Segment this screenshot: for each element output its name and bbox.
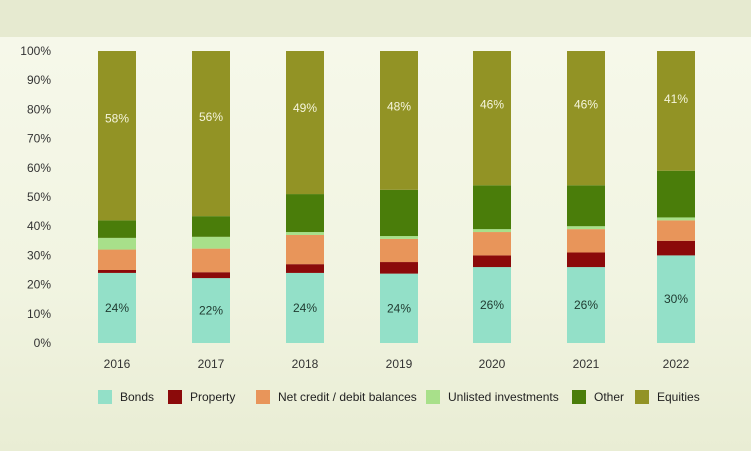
x-tick-label: 2019 xyxy=(386,357,413,371)
bar-segment-unlisted-investments-2022 xyxy=(657,217,695,221)
legend-label-equities: Equities xyxy=(657,390,700,404)
y-tick-label: 70% xyxy=(27,132,51,146)
legend-swatch-bonds xyxy=(98,390,112,404)
data-label-equities-2020: 46% xyxy=(480,98,504,112)
x-tick-label: 2016 xyxy=(104,357,131,371)
x-tick-label: 2017 xyxy=(198,357,225,371)
bar-segment-unlisted-investments-2019 xyxy=(380,236,418,239)
bar-segment-property-2016 xyxy=(98,270,136,273)
bar-segment-equities-2020 xyxy=(473,51,511,186)
bar-segment-unlisted-investments-2016 xyxy=(98,237,136,250)
y-tick-label: 30% xyxy=(27,248,51,262)
x-tick-label: 2021 xyxy=(573,357,600,371)
data-labels: 24% 58% 22% 56% 24% 49% 24% 48% 26% 46% 26% 46% 30% 4… xyxy=(105,92,688,318)
bar-segment-net-credit-debit-balances-2016 xyxy=(98,249,136,270)
bar-segment-property-2019 xyxy=(380,262,418,274)
bar-segment-property-2018 xyxy=(286,264,324,273)
bar-segment-net-credit-debit-balances-2017 xyxy=(192,248,230,273)
y-tick-label: 40% xyxy=(27,219,51,233)
data-label-bonds-2022: 30% xyxy=(664,292,688,306)
bar-segment-other-2022 xyxy=(657,170,695,218)
bar-segment-bonds-2016 xyxy=(98,272,136,343)
bar-segment-net-credit-debit-balances-2020 xyxy=(473,232,511,256)
data-label-equities-2019: 48% xyxy=(387,100,411,114)
bar-segment-equities-2016 xyxy=(98,51,136,221)
legend-swatch-net-credit-debit-balances xyxy=(256,390,270,404)
x-axis: 2016 2017 2018 2019 2020 2021 2022 xyxy=(104,357,690,371)
bar-segment-property-2020 xyxy=(473,255,511,268)
bar-segment-bonds-2019 xyxy=(380,273,418,343)
legend-swatch-other xyxy=(572,390,586,404)
bars xyxy=(98,51,695,343)
bar-segment-unlisted-investments-2021 xyxy=(567,226,605,230)
bar-segment-property-2017 xyxy=(192,272,230,279)
legend-label-net-credit-debit-balances: Net credit / debit balances xyxy=(278,390,417,404)
bar-segment-property-2022 xyxy=(657,240,695,256)
bar-segment-bonds-2018 xyxy=(286,272,324,343)
bar-segment-bonds-2020 xyxy=(473,267,511,343)
bar-segment-other-2016 xyxy=(98,220,136,238)
bar-segment-property-2021 xyxy=(567,252,605,268)
legend-swatch-unlisted-investments xyxy=(426,390,440,404)
data-label-equities-2018: 49% xyxy=(293,101,317,115)
x-tick-label: 2020 xyxy=(479,357,506,371)
bar-segment-other-2019 xyxy=(380,189,418,237)
y-tick-label: 50% xyxy=(27,190,51,204)
data-label-bonds-2018: 24% xyxy=(293,301,317,315)
bar-segment-unlisted-investments-2018 xyxy=(286,232,324,235)
bar-segment-net-credit-debit-balances-2021 xyxy=(567,229,605,253)
bar-segment-other-2017 xyxy=(192,216,230,237)
bar-segment-bonds-2017 xyxy=(192,278,230,343)
data-label-bonds-2021: 26% xyxy=(574,298,598,312)
legend-label-bonds: Bonds xyxy=(120,390,154,404)
bar-segment-equities-2021 xyxy=(567,51,605,186)
bar-segment-other-2018 xyxy=(286,194,324,233)
data-label-bonds-2020: 26% xyxy=(480,298,504,312)
header-band xyxy=(0,0,751,37)
data-label-bonds-2019: 24% xyxy=(387,301,411,315)
legend-swatch-property xyxy=(168,390,182,404)
legend-label-other: Other xyxy=(594,390,624,404)
legend-label-unlisted-investments: Unlisted investments xyxy=(448,390,559,404)
data-label-equities-2016: 58% xyxy=(105,112,129,126)
bar-segment-net-credit-debit-balances-2019 xyxy=(380,238,418,263)
bar-segment-unlisted-investments-2020 xyxy=(473,229,511,233)
bar-segment-net-credit-debit-balances-2022 xyxy=(657,220,695,241)
data-label-equities-2021: 46% xyxy=(574,98,598,112)
bar-segment-equities-2017 xyxy=(192,51,230,217)
data-label-bonds-2016: 24% xyxy=(105,301,129,315)
data-label-equities-2017: 56% xyxy=(199,110,223,124)
x-tick-label: 2018 xyxy=(292,357,319,371)
legend-swatch-equities xyxy=(635,390,649,404)
bar-segment-equities-2018 xyxy=(286,51,324,195)
y-tick-label: 80% xyxy=(27,102,51,116)
y-tick-label: 90% xyxy=(27,73,51,87)
y-tick-label: 60% xyxy=(27,161,51,175)
legend-label-property: Property xyxy=(190,390,235,404)
y-tick-label: 10% xyxy=(27,307,51,321)
y-tick-label: 100% xyxy=(20,44,51,58)
x-tick-label: 2022 xyxy=(663,357,690,371)
legend: Bonds Property Net credit / debit balances… xyxy=(98,390,700,404)
data-label-bonds-2017: 22% xyxy=(199,304,223,318)
bar-segment-unlisted-investments-2017 xyxy=(192,236,230,249)
bar-segment-bonds-2022 xyxy=(657,255,695,343)
data-label-equities-2022: 41% xyxy=(664,92,688,106)
y-axis: 0% 10% 20% 30% 40% 50% 60% 70% 80% 90% 100% xyxy=(20,44,51,350)
bar-segment-other-2020 xyxy=(473,185,511,230)
bar-segment-equities-2019 xyxy=(380,51,418,190)
y-tick-label: 0% xyxy=(34,336,52,350)
y-tick-label: 20% xyxy=(27,278,51,292)
bar-segment-other-2021 xyxy=(567,185,605,227)
bar-segment-equities-2022 xyxy=(657,51,695,171)
bar-segment-net-credit-debit-balances-2018 xyxy=(286,234,324,265)
bar-segment-bonds-2021 xyxy=(567,267,605,343)
